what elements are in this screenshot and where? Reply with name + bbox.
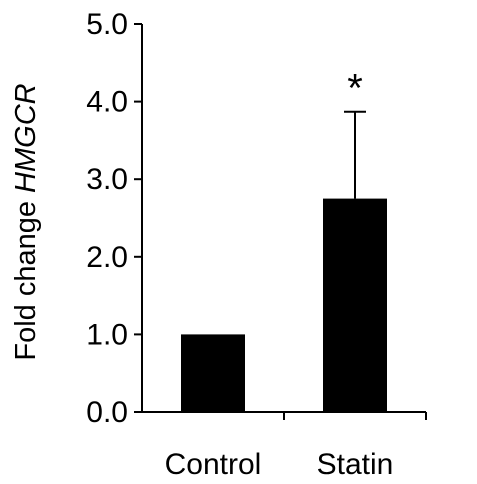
y-axis-title: Fold change HMGCR — [10, 83, 42, 360]
x-axis — [142, 411, 427, 420]
bar-statin — [323, 198, 387, 412]
y-axis-title-gene: HMGCR — [10, 83, 42, 193]
y-axis: 0.0 1.0 2.0 3.0 4.0 5.0 — [86, 8, 143, 429]
bar-control — [181, 334, 245, 412]
error-bars — [344, 110, 366, 199]
category-label-control: Control — [165, 448, 262, 481]
bars — [181, 198, 387, 412]
y-tick-label: 5.0 — [86, 8, 128, 41]
y-tick-label: 0.0 — [86, 396, 128, 429]
y-tick-label: 2.0 — [86, 241, 128, 274]
y-axis-title-prefix: Fold change — [10, 193, 42, 361]
y-tick-label: 3.0 — [86, 163, 128, 196]
category-labels: Control Statin — [165, 448, 394, 481]
significance-markers: * — [347, 67, 363, 111]
y-tick-label: 4.0 — [86, 86, 128, 119]
category-label-statin: Statin — [317, 448, 394, 481]
significance-marker-statin: * — [347, 67, 363, 111]
y-tick-label: 1.0 — [86, 318, 128, 351]
